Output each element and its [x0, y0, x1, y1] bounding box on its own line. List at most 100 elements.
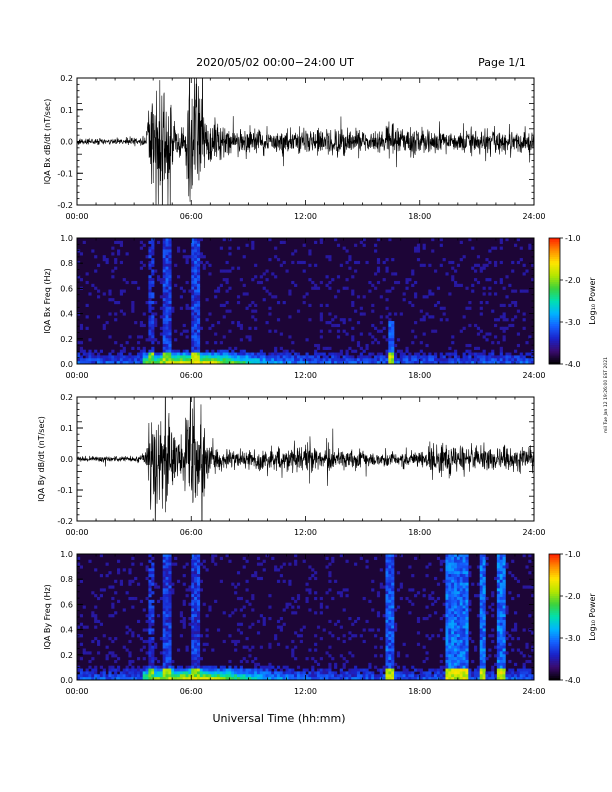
spectrogram-cell	[491, 668, 495, 672]
spectrogram-cell	[174, 329, 178, 333]
spectrogram-cell	[416, 361, 421, 365]
spectrogram-cell	[434, 576, 438, 581]
spectrogram-cell	[388, 659, 392, 664]
spectrogram-cell	[465, 651, 469, 655]
spectrogram-cell	[465, 628, 469, 632]
colorbar-segment	[549, 619, 560, 622]
spectrogram-cell	[388, 289, 392, 293]
dbdt-series-line	[77, 397, 534, 521]
colorbar-segment	[549, 554, 560, 557]
spectrogram-cell	[162, 571, 166, 575]
spectrogram-cell	[502, 562, 506, 566]
spectrogram-cell	[391, 648, 395, 652]
spectrogram-cell	[162, 665, 166, 669]
spectrogram-cell	[159, 671, 163, 675]
colorbar-segment	[549, 640, 560, 643]
spectrogram-cell	[496, 591, 501, 595]
spectrogram-cell	[454, 579, 458, 583]
spectrogram-cell	[325, 591, 329, 595]
spectrogram-cell	[402, 298, 406, 302]
spectrogram-cell	[168, 266, 172, 270]
spectrogram-cell	[196, 326, 201, 330]
spectrogram-cell	[125, 674, 129, 678]
colorbar-segment	[549, 572, 560, 576]
spectrogram-cell	[214, 665, 218, 669]
spectrogram-cell	[502, 588, 506, 592]
spectrogram-cell	[105, 361, 109, 365]
spectrogram-cell	[459, 574, 463, 578]
spectrogram-cell	[194, 301, 198, 305]
spectrogram-cell	[128, 361, 132, 365]
spectrogram-cell	[496, 634, 501, 638]
spectrogram-cell	[368, 671, 372, 675]
spectrogram-cell	[131, 596, 135, 601]
spectrogram-cell	[194, 349, 198, 353]
spectrogram-cell	[479, 605, 483, 609]
spectrogram-cell	[251, 608, 255, 612]
spectrogram-cell	[454, 631, 458, 635]
spectrogram-cell	[465, 625, 469, 629]
spectrogram-cell	[511, 323, 515, 328]
colorbar-bottom-gradient	[548, 553, 561, 681]
spectrogram-cell	[451, 594, 455, 598]
spectrogram-cell	[348, 637, 352, 641]
spectrogram-cell	[445, 654, 449, 658]
spectrogram-cell	[179, 286, 183, 290]
spectrogram-cell	[139, 323, 143, 328]
spectrogram-cell	[196, 321, 201, 325]
spectrogram-cell	[188, 289, 192, 293]
spectrogram-cell	[325, 275, 329, 279]
spectrogram-cell	[219, 671, 223, 675]
spectrogram-cell	[225, 289, 229, 293]
spectrogram-cell	[142, 674, 146, 678]
spectrogram-cell	[88, 358, 92, 362]
spectrogram-cell	[168, 295, 172, 299]
spectrogram-cell	[462, 596, 466, 601]
spectrogram-cell	[194, 596, 198, 601]
spectrogram-cell	[162, 677, 166, 681]
spectrogram-cell	[119, 358, 123, 362]
spectrogram-cell	[516, 238, 521, 242]
spectrogram-cell	[431, 674, 435, 678]
spectrogram-cell	[236, 674, 241, 678]
spectrogram-cell	[108, 355, 112, 359]
bx-spectrogram-image	[77, 238, 535, 365]
spectrogram-cell	[162, 249, 166, 253]
spectrogram-cell	[168, 292, 172, 296]
spectrogram-cell	[476, 671, 481, 675]
spectrogram-cell	[131, 674, 135, 678]
spectrogram-cell	[182, 622, 186, 626]
colorbar-segment	[549, 238, 560, 241]
spectrogram-cell	[314, 591, 318, 595]
spectrogram-cell	[136, 634, 141, 638]
spectrogram-cell	[302, 243, 306, 247]
spectrogram-cell	[185, 258, 189, 262]
spectrogram-cell	[476, 674, 481, 678]
spectrogram-cell	[379, 321, 383, 325]
spectrogram-cell	[151, 318, 155, 322]
spectrogram-cell	[231, 677, 235, 681]
spectrogram-cell	[82, 625, 86, 629]
spectrogram-cell	[456, 579, 461, 583]
spectrogram-cell	[396, 571, 401, 575]
spectrogram-cell	[354, 674, 358, 678]
spectrogram-cell	[148, 295, 152, 299]
spectrogram-cell	[245, 335, 249, 339]
y-tick-label: 0.6	[60, 284, 73, 293]
spectrogram-cell	[194, 243, 198, 247]
x-tick-label: 00:00	[65, 687, 88, 696]
spectrogram-cell	[236, 361, 241, 365]
spectrogram-cell	[154, 677, 158, 681]
spectrogram-cell	[176, 648, 181, 652]
spectrogram-cell	[182, 617, 186, 621]
spectrogram-cell	[456, 591, 461, 595]
spectrogram-cell	[202, 352, 206, 356]
spectrogram-cell	[282, 352, 286, 356]
spectrogram-cell	[462, 358, 466, 362]
spectrogram-cell	[216, 289, 221, 293]
spectrogram-cell	[194, 246, 198, 250]
spectrogram-cell	[391, 349, 395, 353]
spectrogram-cell	[131, 306, 135, 310]
spectrogram-cell	[245, 645, 249, 649]
spectrogram-cell	[259, 674, 263, 678]
